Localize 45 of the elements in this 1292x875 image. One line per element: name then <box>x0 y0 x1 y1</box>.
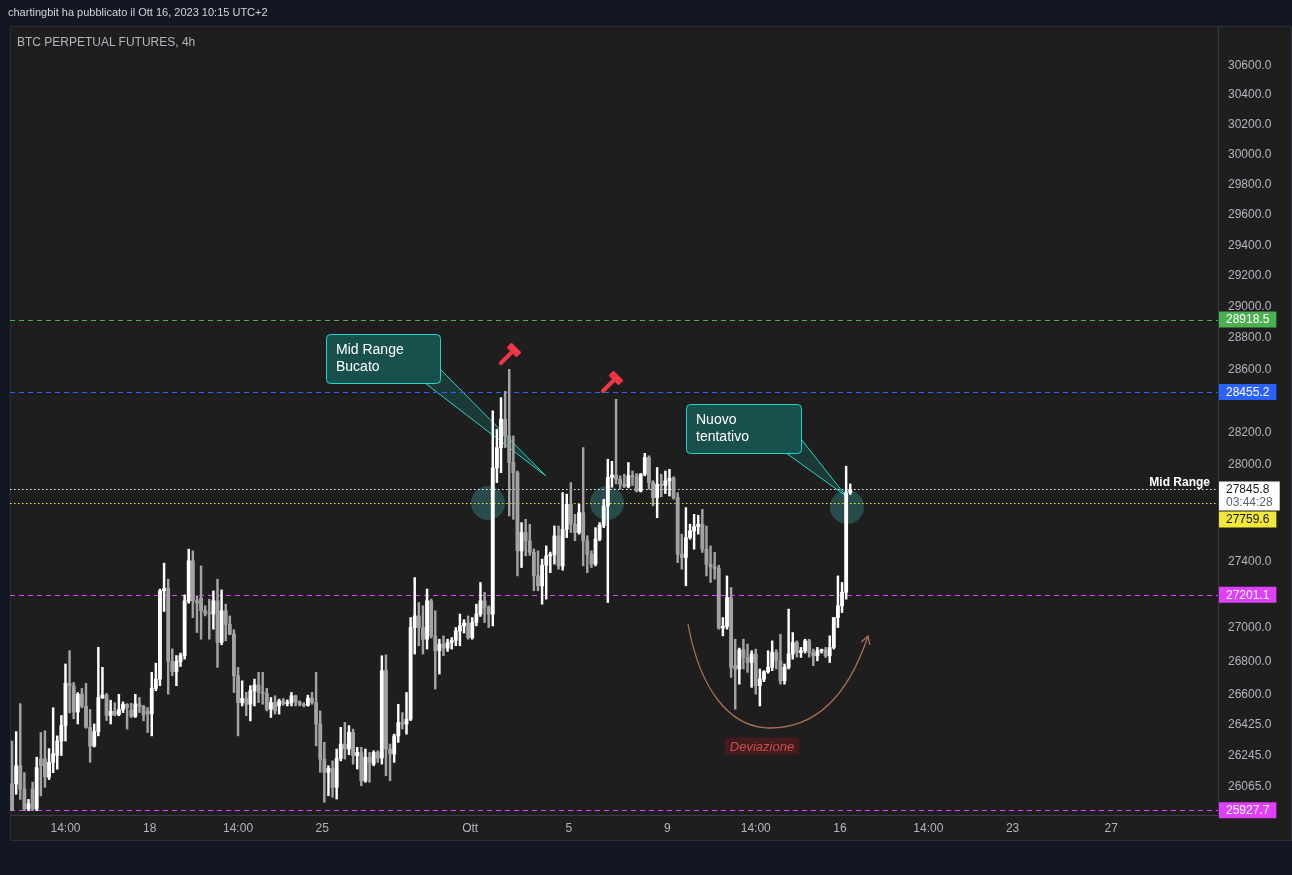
y-tick-label: 29600.0 <box>1228 207 1272 222</box>
y-tick-label: 30200.0 <box>1228 116 1272 131</box>
y-tick-label: 26065.0 <box>1228 778 1272 793</box>
x-tick-label: 14:00 <box>223 820 254 835</box>
y-tick-label: 30400.0 <box>1228 87 1272 102</box>
text: 03:44:28 <box>1226 495 1274 510</box>
x-tick-label: 16 <box>833 820 847 835</box>
y-tick-label: 28000.0 <box>1228 456 1272 471</box>
annotation: Deviazione <box>724 737 800 755</box>
y-tick-label: 28600.0 <box>1228 361 1272 376</box>
y-tick-label: 28800.0 <box>1228 330 1272 345</box>
text: BTC PERPETUAL FUTURES, 4h <box>17 35 196 49</box>
ref-line-label: 28455.2 <box>1226 384 1270 399</box>
annotation: Mid Range Bucato <box>326 334 441 382</box>
y-tick-label: 26245.0 <box>1228 747 1272 762</box>
y-tick-label: 30000.0 <box>1228 146 1272 161</box>
x-tick-label: 14:00 <box>913 820 944 835</box>
x-tick-label: 23 <box>1005 820 1020 835</box>
y-tick-label: 26600.0 <box>1228 687 1272 702</box>
ref-line-label: 27845.8 <box>1226 482 1270 497</box>
y-tick-label: 28200.0 <box>1228 424 1272 439</box>
y-tick-label: 30600.0 <box>1228 57 1272 72</box>
x-tick-label: 14:00 <box>50 820 81 835</box>
x-tick-label: Ott <box>462 820 479 835</box>
y-tick-label: 27000.0 <box>1228 620 1272 635</box>
x-tick-label: 5 <box>565 820 573 835</box>
ref-line-label: 25927.7 <box>1226 803 1270 818</box>
y-tick-label: 27400.0 <box>1228 554 1272 569</box>
y-tick-label: 29000.0 <box>1228 299 1272 314</box>
x-tick-label: 14:00 <box>740 820 772 835</box>
annotation: Mid Range <box>1149 474 1211 489</box>
ref-line-label: 28918.5 <box>1226 312 1270 327</box>
annotation: Nuovo tentativo <box>686 404 802 452</box>
ref-line-label: 27759.6 <box>1226 512 1270 527</box>
y-tick-label: 26800.0 <box>1228 653 1272 668</box>
y-tick-label: 26425.0 <box>1228 717 1272 732</box>
y-tick-label: 29200.0 <box>1228 268 1272 283</box>
x-tick-label: 9 <box>664 820 672 835</box>
y-tick-label: 29400.0 <box>1228 237 1272 252</box>
x-tick-label: 27 <box>1104 820 1119 835</box>
text: chartingbit ha pubblicato il Ott 16, 2023 10:15 UTC+2 <box>8 6 268 19</box>
x-tick-label: 25 <box>315 820 330 835</box>
y-tick-label: 29800.0 <box>1228 176 1272 191</box>
x-tick-label: 18 <box>143 820 157 835</box>
ref-line-label: 27201.1 <box>1226 587 1270 602</box>
